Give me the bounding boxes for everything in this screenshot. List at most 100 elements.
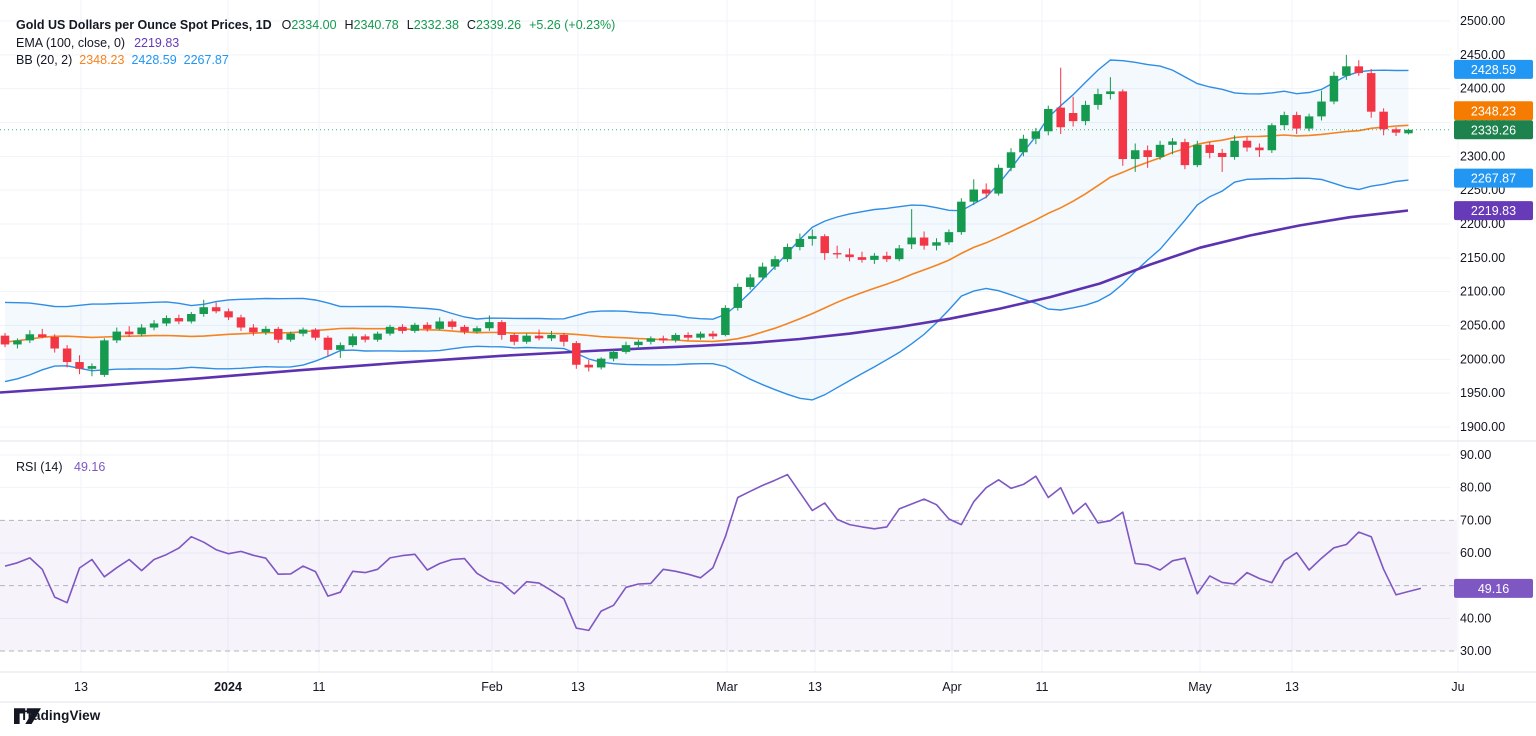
ema-label: EMA (100, close, 0) [16, 35, 126, 50]
candle [832, 253, 842, 255]
candle [522, 335, 531, 342]
candle [435, 321, 444, 329]
candle [944, 232, 954, 243]
svg-text:90.00: 90.00 [1460, 448, 1491, 462]
candle [1044, 108, 1053, 132]
svg-text:2150.00: 2150.00 [1460, 251, 1505, 265]
candle [1317, 101, 1326, 117]
high-value: H2340.78 [344, 18, 399, 32]
candle [38, 334, 47, 338]
candle [100, 340, 109, 375]
svg-text:2267.87: 2267.87 [1471, 172, 1516, 186]
candle [696, 333, 705, 338]
candle [1280, 115, 1289, 126]
candle [596, 358, 606, 368]
candle [820, 236, 829, 254]
candle [373, 333, 382, 340]
svg-text:2300.00: 2300.00 [1460, 149, 1505, 163]
candle [671, 334, 680, 341]
candle [1081, 104, 1090, 122]
candle [1093, 94, 1103, 105]
candle [1006, 152, 1016, 168]
svg-text:2219.83: 2219.83 [1471, 204, 1516, 218]
rsi-pane[interactable] [0, 473, 1456, 652]
svg-text:1950.00: 1950.00 [1460, 386, 1505, 400]
candle [659, 338, 668, 341]
bb-lower-value: 2267.87 [183, 53, 229, 67]
candle [882, 255, 892, 260]
candle [509, 334, 519, 342]
candle [1230, 140, 1239, 158]
brand-text[interactable]: TradingView [20, 708, 101, 723]
candle [745, 277, 755, 287]
time-axis[interactable]: 13 2024 11 Feb 13 Mar 13 Apr 11 May 13 Ju [74, 680, 1465, 694]
candle [1329, 75, 1339, 102]
change-value: +5.26 (+0.23%) [529, 18, 616, 32]
ema-legend-row[interactable]: EMA (100, close, 0) 2219.83 [16, 35, 615, 53]
svg-text:Apr: Apr [942, 680, 961, 694]
svg-text:70.00: 70.00 [1460, 513, 1491, 527]
svg-text:May: May [1188, 680, 1212, 694]
candle [423, 324, 432, 329]
candle [808, 236, 817, 239]
svg-text:2200.00: 2200.00 [1460, 217, 1505, 231]
candle [857, 257, 867, 260]
svg-text:13: 13 [1285, 680, 1299, 694]
svg-text:11: 11 [313, 680, 326, 694]
candle [1391, 129, 1401, 133]
candle [634, 341, 643, 346]
price-axis[interactable]: 2500.002450.002400.002350.002300.002250.… [1460, 14, 1505, 658]
ema-line [0, 209, 1409, 394]
candle [721, 307, 730, 335]
axis-badges: 2428.59 2348.23 2339.26 2267.87 2219.83 49.16 [1454, 59, 1533, 598]
candle [1155, 144, 1165, 158]
svg-text:80.00: 80.00 [1460, 481, 1491, 495]
bb-legend-row[interactable]: BB (20, 2) 2348.23 2428.59 2267.87 [16, 52, 615, 70]
pane-dividers [0, 440, 1536, 703]
bollinger-bands [4, 59, 1409, 401]
rsi-legend-row[interactable]: RSI (14) 49.16 [16, 460, 105, 474]
svg-text:40.00: 40.00 [1460, 611, 1491, 625]
svg-text:2339.26: 2339.26 [1471, 123, 1516, 137]
axis-badge: 2267.87 [1454, 168, 1533, 188]
candle [447, 321, 457, 327]
svg-text:13: 13 [74, 680, 88, 694]
candle [1068, 113, 1078, 122]
candle [981, 189, 991, 194]
candle [1342, 66, 1351, 76]
candle [460, 326, 469, 332]
candle [1193, 144, 1202, 166]
tradingview-logo-icon[interactable] [14, 708, 41, 728]
bb-upper-line [4, 59, 1409, 320]
candle [1242, 140, 1252, 148]
candle [497, 322, 507, 335]
grid-lines [0, 0, 1459, 672]
candle [62, 348, 72, 363]
svg-text:13: 13 [808, 680, 822, 694]
candle [1404, 129, 1413, 134]
candle [162, 318, 171, 324]
svg-text:Feb: Feb [481, 680, 503, 694]
close-value: C2339.26 [466, 18, 522, 32]
candle [845, 254, 854, 258]
low-value: L2332.38 [406, 18, 459, 32]
candles-series[interactable] [0, 54, 1413, 377]
candle [1379, 111, 1388, 130]
candle [360, 336, 370, 340]
candle [1106, 91, 1115, 95]
rsi-value: 49.16 [74, 460, 106, 474]
candle [795, 238, 805, 248]
symbol-legend-row[interactable]: Gold US Dollars per Ounce Spot Prices, 1… [16, 17, 615, 35]
candle [249, 327, 258, 333]
svg-text:Mar: Mar [716, 680, 738, 694]
bb-lower-line [4, 177, 1409, 401]
svg-text:2450.00: 2450.00 [1460, 48, 1505, 62]
candle [683, 334, 693, 338]
candle [1354, 66, 1364, 74]
candle [236, 317, 246, 328]
candle [174, 318, 184, 322]
candle [385, 326, 395, 334]
candle [758, 266, 767, 278]
svg-text:60.00: 60.00 [1460, 546, 1491, 560]
